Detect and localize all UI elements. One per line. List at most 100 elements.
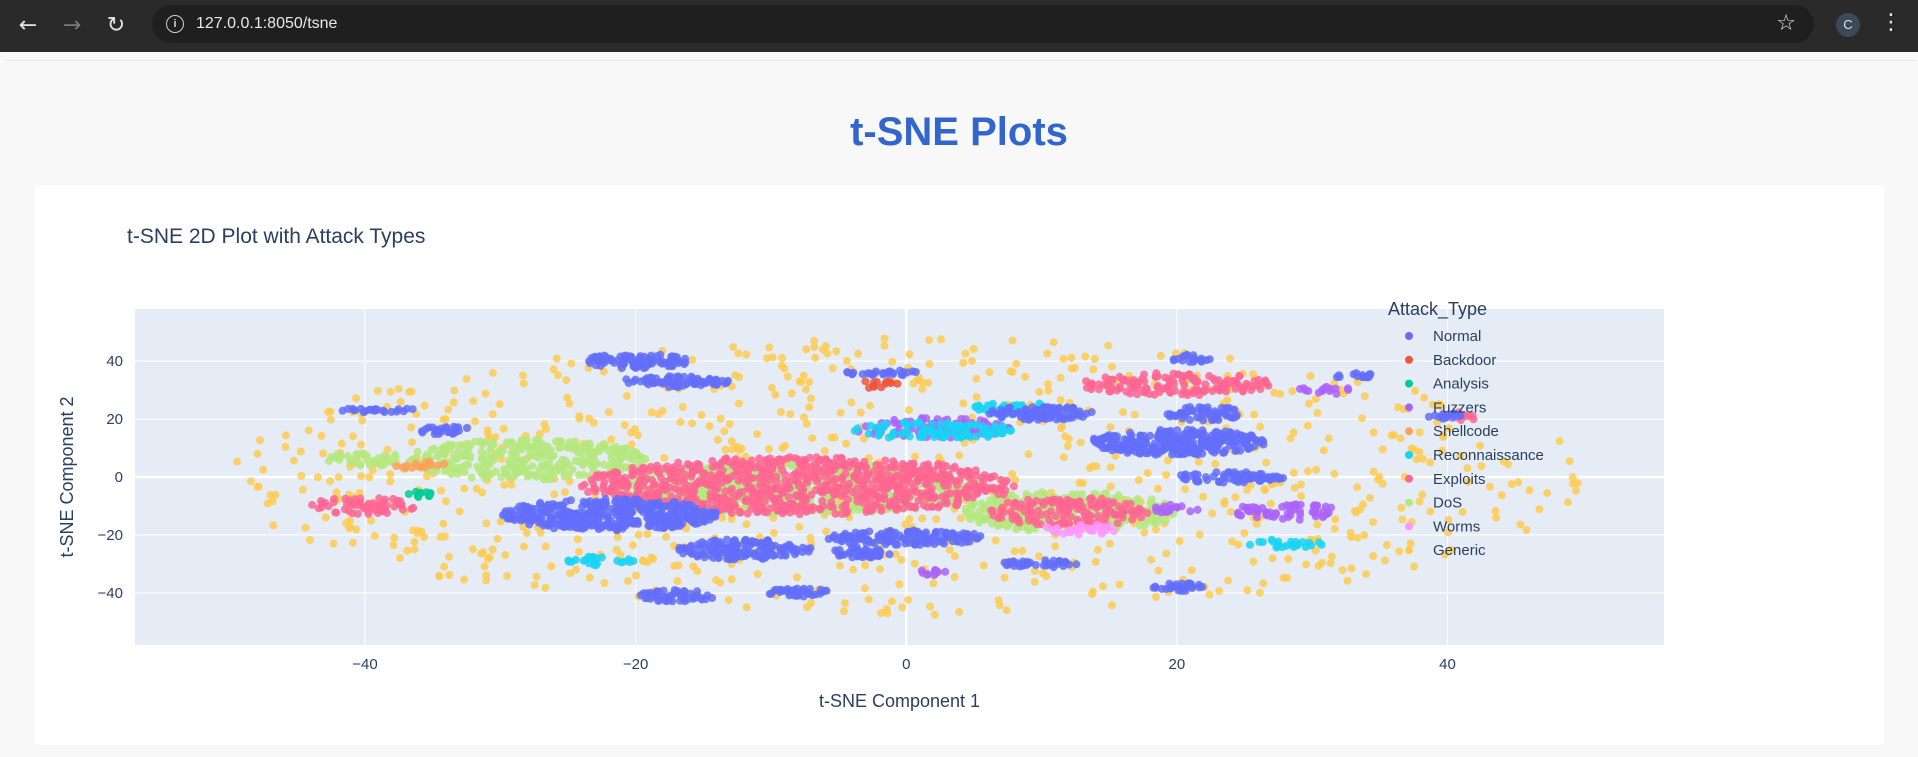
scatter-point bbox=[445, 553, 453, 561]
scatter-point bbox=[1172, 412, 1180, 420]
scatter-point bbox=[798, 493, 806, 501]
kebab-menu-icon[interactable]: ⋮ bbox=[1880, 10, 1902, 35]
scatter-point bbox=[681, 479, 689, 487]
scatter-point bbox=[887, 463, 895, 471]
scatter-point bbox=[743, 603, 751, 611]
scatter-point bbox=[1122, 500, 1130, 508]
url-text[interactable]: 127.0.0.1:8050/tsne bbox=[196, 15, 337, 33]
scatter-point bbox=[1184, 408, 1192, 416]
scatter-point bbox=[1003, 606, 1011, 614]
scatter-point bbox=[1000, 508, 1008, 516]
scatter-point bbox=[995, 490, 1003, 498]
scatter-point bbox=[1102, 505, 1110, 513]
profile-avatar[interactable]: C bbox=[1836, 13, 1860, 37]
scatter-point bbox=[575, 458, 583, 466]
scatter-point bbox=[1264, 382, 1272, 390]
scatter-point bbox=[663, 378, 671, 386]
scatter-point bbox=[953, 497, 961, 505]
scatter-point bbox=[568, 558, 576, 566]
x-tick-label: 40 bbox=[1439, 656, 1456, 673]
scatter-point bbox=[1240, 529, 1248, 537]
scatter-point bbox=[1165, 428, 1173, 436]
scatter-point bbox=[1001, 486, 1009, 494]
scatter-point bbox=[971, 479, 979, 487]
scatter-point bbox=[623, 392, 631, 400]
scatter-point bbox=[352, 451, 360, 459]
forward-arrow-icon[interactable]: → bbox=[56, 10, 88, 42]
scatter-point bbox=[888, 358, 896, 366]
scatter-point bbox=[468, 474, 476, 482]
scatter-point bbox=[949, 464, 957, 472]
scatter-point bbox=[500, 481, 508, 489]
scatter-point bbox=[904, 596, 912, 604]
scatter-point bbox=[444, 406, 452, 414]
scatter-point bbox=[1106, 540, 1114, 548]
scatter-point bbox=[681, 471, 689, 479]
scatter-point bbox=[771, 391, 779, 399]
scatter-point bbox=[1011, 547, 1019, 555]
scatter-point bbox=[774, 456, 782, 464]
scatter-point bbox=[778, 354, 786, 362]
scatter-point bbox=[1313, 510, 1321, 518]
scatter-point bbox=[415, 490, 423, 498]
scatter-point bbox=[476, 437, 484, 445]
scatter-point bbox=[670, 562, 678, 570]
scatter-point bbox=[918, 493, 926, 501]
scatter-point bbox=[1154, 485, 1162, 493]
scatter-point bbox=[890, 416, 898, 424]
scatter-point bbox=[699, 487, 707, 495]
scatter-point bbox=[644, 522, 652, 530]
scatter-point bbox=[482, 390, 490, 398]
scatter-point bbox=[259, 466, 267, 474]
scatter-point bbox=[377, 462, 385, 470]
scatter-point bbox=[853, 466, 861, 474]
scatter-point bbox=[318, 432, 326, 440]
scatter-point bbox=[460, 485, 468, 493]
scatter-point bbox=[1106, 376, 1114, 384]
scatter-point bbox=[1165, 375, 1173, 383]
scatter-point bbox=[434, 452, 442, 460]
scatter-point bbox=[345, 524, 353, 532]
scatter-point bbox=[744, 462, 752, 470]
scatter-point bbox=[523, 504, 531, 512]
scatter-point bbox=[408, 438, 416, 446]
scatter-point bbox=[765, 445, 773, 453]
scatter-point bbox=[795, 482, 803, 490]
scatter-point bbox=[405, 490, 413, 498]
scatter-point bbox=[643, 530, 651, 538]
scatter-point bbox=[1188, 566, 1196, 574]
address-bar[interactable]: i 127.0.0.1:8050/tsne ☆ bbox=[152, 5, 1814, 43]
scatter-point bbox=[663, 517, 671, 525]
scatter-point bbox=[810, 343, 818, 351]
scatter-point bbox=[584, 457, 592, 465]
scatter-point bbox=[808, 434, 816, 442]
scatter-point bbox=[955, 608, 963, 616]
reload-icon[interactable]: ↻ bbox=[100, 10, 132, 42]
scatter-point bbox=[1044, 380, 1052, 388]
scatter-point bbox=[958, 539, 966, 547]
scatter-point bbox=[402, 464, 410, 472]
scatter-point bbox=[836, 562, 844, 570]
scatter-point bbox=[549, 504, 557, 512]
scatter-point bbox=[964, 489, 972, 497]
back-arrow-icon[interactable]: ← bbox=[12, 10, 44, 42]
scatter-point bbox=[1188, 375, 1196, 383]
scatter-point bbox=[963, 509, 971, 517]
scatter-point bbox=[1150, 449, 1158, 457]
scatter-point bbox=[978, 429, 986, 437]
scatter-point bbox=[1398, 515, 1406, 523]
scatter-point bbox=[1220, 379, 1228, 387]
scatter-point bbox=[335, 473, 343, 481]
bookmark-star-icon[interactable]: ☆ bbox=[1776, 11, 1796, 36]
scatter-point bbox=[1339, 566, 1347, 574]
scatter-point bbox=[1313, 521, 1321, 529]
site-info-icon[interactable]: i bbox=[166, 15, 184, 33]
scatter-point bbox=[913, 376, 921, 384]
scatter-point bbox=[1157, 439, 1165, 447]
scatter-point bbox=[1535, 505, 1543, 513]
scatter-point bbox=[782, 505, 790, 513]
scatter-point bbox=[803, 420, 811, 428]
scatter-point bbox=[789, 500, 797, 508]
